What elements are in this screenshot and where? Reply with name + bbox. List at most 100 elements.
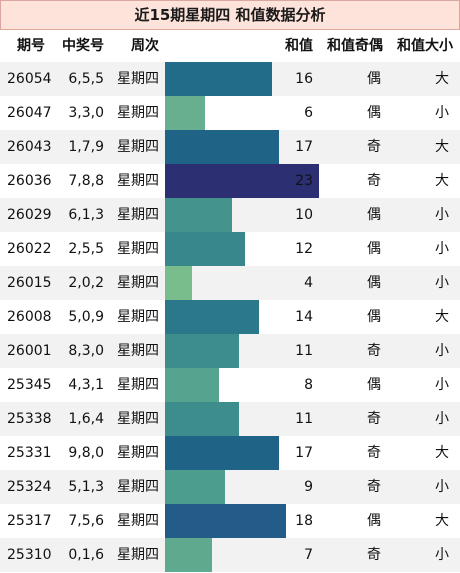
size-cell: 小 <box>435 377 449 393</box>
table-row: 26054 6,5,5 星期四 16 偶 大 <box>0 62 460 96</box>
size-cell: 大 <box>435 139 449 155</box>
weekday-cell: 星期四 <box>117 479 159 495</box>
sum-cell: 16 <box>295 71 313 87</box>
sum-bar <box>165 402 239 436</box>
table-row: 26015 2,0,2 星期四 4 偶 小 <box>0 266 460 300</box>
table-row: 26047 3,3,0 星期四 6 偶 小 <box>0 96 460 130</box>
numbers-cell: 7,5,6 <box>68 513 104 529</box>
sum-bar <box>165 266 192 300</box>
sum-bar <box>165 164 319 198</box>
parity-cell: 奇 <box>367 173 381 189</box>
issue-cell: 25324 <box>7 479 52 495</box>
parity-cell: 奇 <box>367 479 381 495</box>
weekday-cell: 星期四 <box>117 343 159 359</box>
weekday-cell: 星期四 <box>117 513 159 529</box>
size-cell: 大 <box>435 71 449 87</box>
parity-cell: 偶 <box>367 377 381 393</box>
issue-cell: 26029 <box>7 207 52 223</box>
sum-cell: 8 <box>304 377 313 393</box>
table-row: 25345 4,3,1 星期四 8 偶 小 <box>0 368 460 402</box>
sum-cell: 17 <box>295 139 313 155</box>
weekday-cell: 星期四 <box>117 139 159 155</box>
parity-cell: 偶 <box>367 105 381 121</box>
table-row: 26008 5,0,9 星期四 14 偶 大 <box>0 300 460 334</box>
parity-cell: 奇 <box>367 547 381 563</box>
header-parity: 和值奇偶 <box>327 38 383 54</box>
sum-bar <box>165 232 245 266</box>
numbers-cell: 1,7,9 <box>68 139 104 155</box>
sum-cell: 11 <box>295 343 313 359</box>
sum-bar <box>165 538 212 572</box>
parity-cell: 奇 <box>367 411 381 427</box>
size-cell: 小 <box>435 105 449 121</box>
sum-bar <box>165 504 286 538</box>
parity-cell: 偶 <box>367 207 381 223</box>
sum-bar <box>165 436 279 470</box>
issue-cell: 25331 <box>7 445 52 461</box>
header-numbers: 中奖号 <box>62 38 104 54</box>
weekday-cell: 星期四 <box>117 377 159 393</box>
weekday-cell: 星期四 <box>117 309 159 325</box>
issue-cell: 26008 <box>7 309 52 325</box>
header-issue: 期号 <box>17 38 45 54</box>
weekday-cell: 星期四 <box>117 241 159 257</box>
size-cell: 大 <box>435 173 449 189</box>
issue-cell: 26043 <box>7 139 52 155</box>
table-row: 26022 2,5,5 星期四 12 偶 小 <box>0 232 460 266</box>
sum-cell: 23 <box>295 173 313 189</box>
page-title: 近15期星期四 和值数据分析 <box>0 0 460 30</box>
numbers-cell: 3,3,0 <box>68 105 104 121</box>
size-cell: 大 <box>435 513 449 529</box>
issue-cell: 25338 <box>7 411 52 427</box>
table-row: 25310 0,1,6 星期四 7 奇 小 <box>0 538 460 572</box>
sum-bar <box>165 334 239 368</box>
sum-cell: 14 <box>295 309 313 325</box>
numbers-cell: 8,3,0 <box>68 343 104 359</box>
issue-cell: 26036 <box>7 173 52 189</box>
size-cell: 小 <box>435 241 449 257</box>
table-row: 26043 1,7,9 星期四 17 奇 大 <box>0 130 460 164</box>
sum-cell: 11 <box>295 411 313 427</box>
table-row: 26001 8,3,0 星期四 11 奇 小 <box>0 334 460 368</box>
header-weekday: 周次 <box>131 38 159 54</box>
table-row: 25317 7,5,6 星期四 18 偶 大 <box>0 504 460 538</box>
numbers-cell: 6,5,5 <box>68 71 104 87</box>
weekday-cell: 星期四 <box>117 445 159 461</box>
sum-cell: 10 <box>295 207 313 223</box>
parity-cell: 奇 <box>367 139 381 155</box>
numbers-cell: 7,8,8 <box>68 173 104 189</box>
issue-cell: 26001 <box>7 343 52 359</box>
parity-cell: 偶 <box>367 71 381 87</box>
weekday-cell: 星期四 <box>117 173 159 189</box>
issue-cell: 25310 <box>7 547 52 563</box>
size-cell: 小 <box>435 207 449 223</box>
header-size: 和值大小 <box>397 38 453 54</box>
numbers-cell: 2,0,2 <box>68 275 104 291</box>
weekday-cell: 星期四 <box>117 71 159 87</box>
numbers-cell: 6,1,3 <box>68 207 104 223</box>
size-cell: 大 <box>435 445 449 461</box>
issue-cell: 26054 <box>7 71 52 87</box>
parity-cell: 偶 <box>367 275 381 291</box>
issue-cell: 26015 <box>7 275 52 291</box>
numbers-cell: 5,0,9 <box>68 309 104 325</box>
table-row: 25331 9,8,0 星期四 17 奇 大 <box>0 436 460 470</box>
table-row: 25324 5,1,3 星期四 9 奇 小 <box>0 470 460 504</box>
sum-cell: 6 <box>304 105 313 121</box>
numbers-cell: 2,5,5 <box>68 241 104 257</box>
sum-bar <box>165 368 219 402</box>
numbers-cell: 4,3,1 <box>68 377 104 393</box>
sum-bar <box>165 300 259 334</box>
parity-cell: 奇 <box>367 343 381 359</box>
sum-cell: 12 <box>295 241 313 257</box>
table-row: 26036 7,8,8 星期四 23 奇 大 <box>0 164 460 198</box>
issue-cell: 26022 <box>7 241 52 257</box>
size-cell: 小 <box>435 343 449 359</box>
weekday-cell: 星期四 <box>117 547 159 563</box>
weekday-cell: 星期四 <box>117 105 159 121</box>
sum-cell: 17 <box>295 445 313 461</box>
sum-bar <box>165 96 205 130</box>
parity-cell: 偶 <box>367 309 381 325</box>
parity-cell: 偶 <box>367 241 381 257</box>
numbers-cell: 5,1,3 <box>68 479 104 495</box>
